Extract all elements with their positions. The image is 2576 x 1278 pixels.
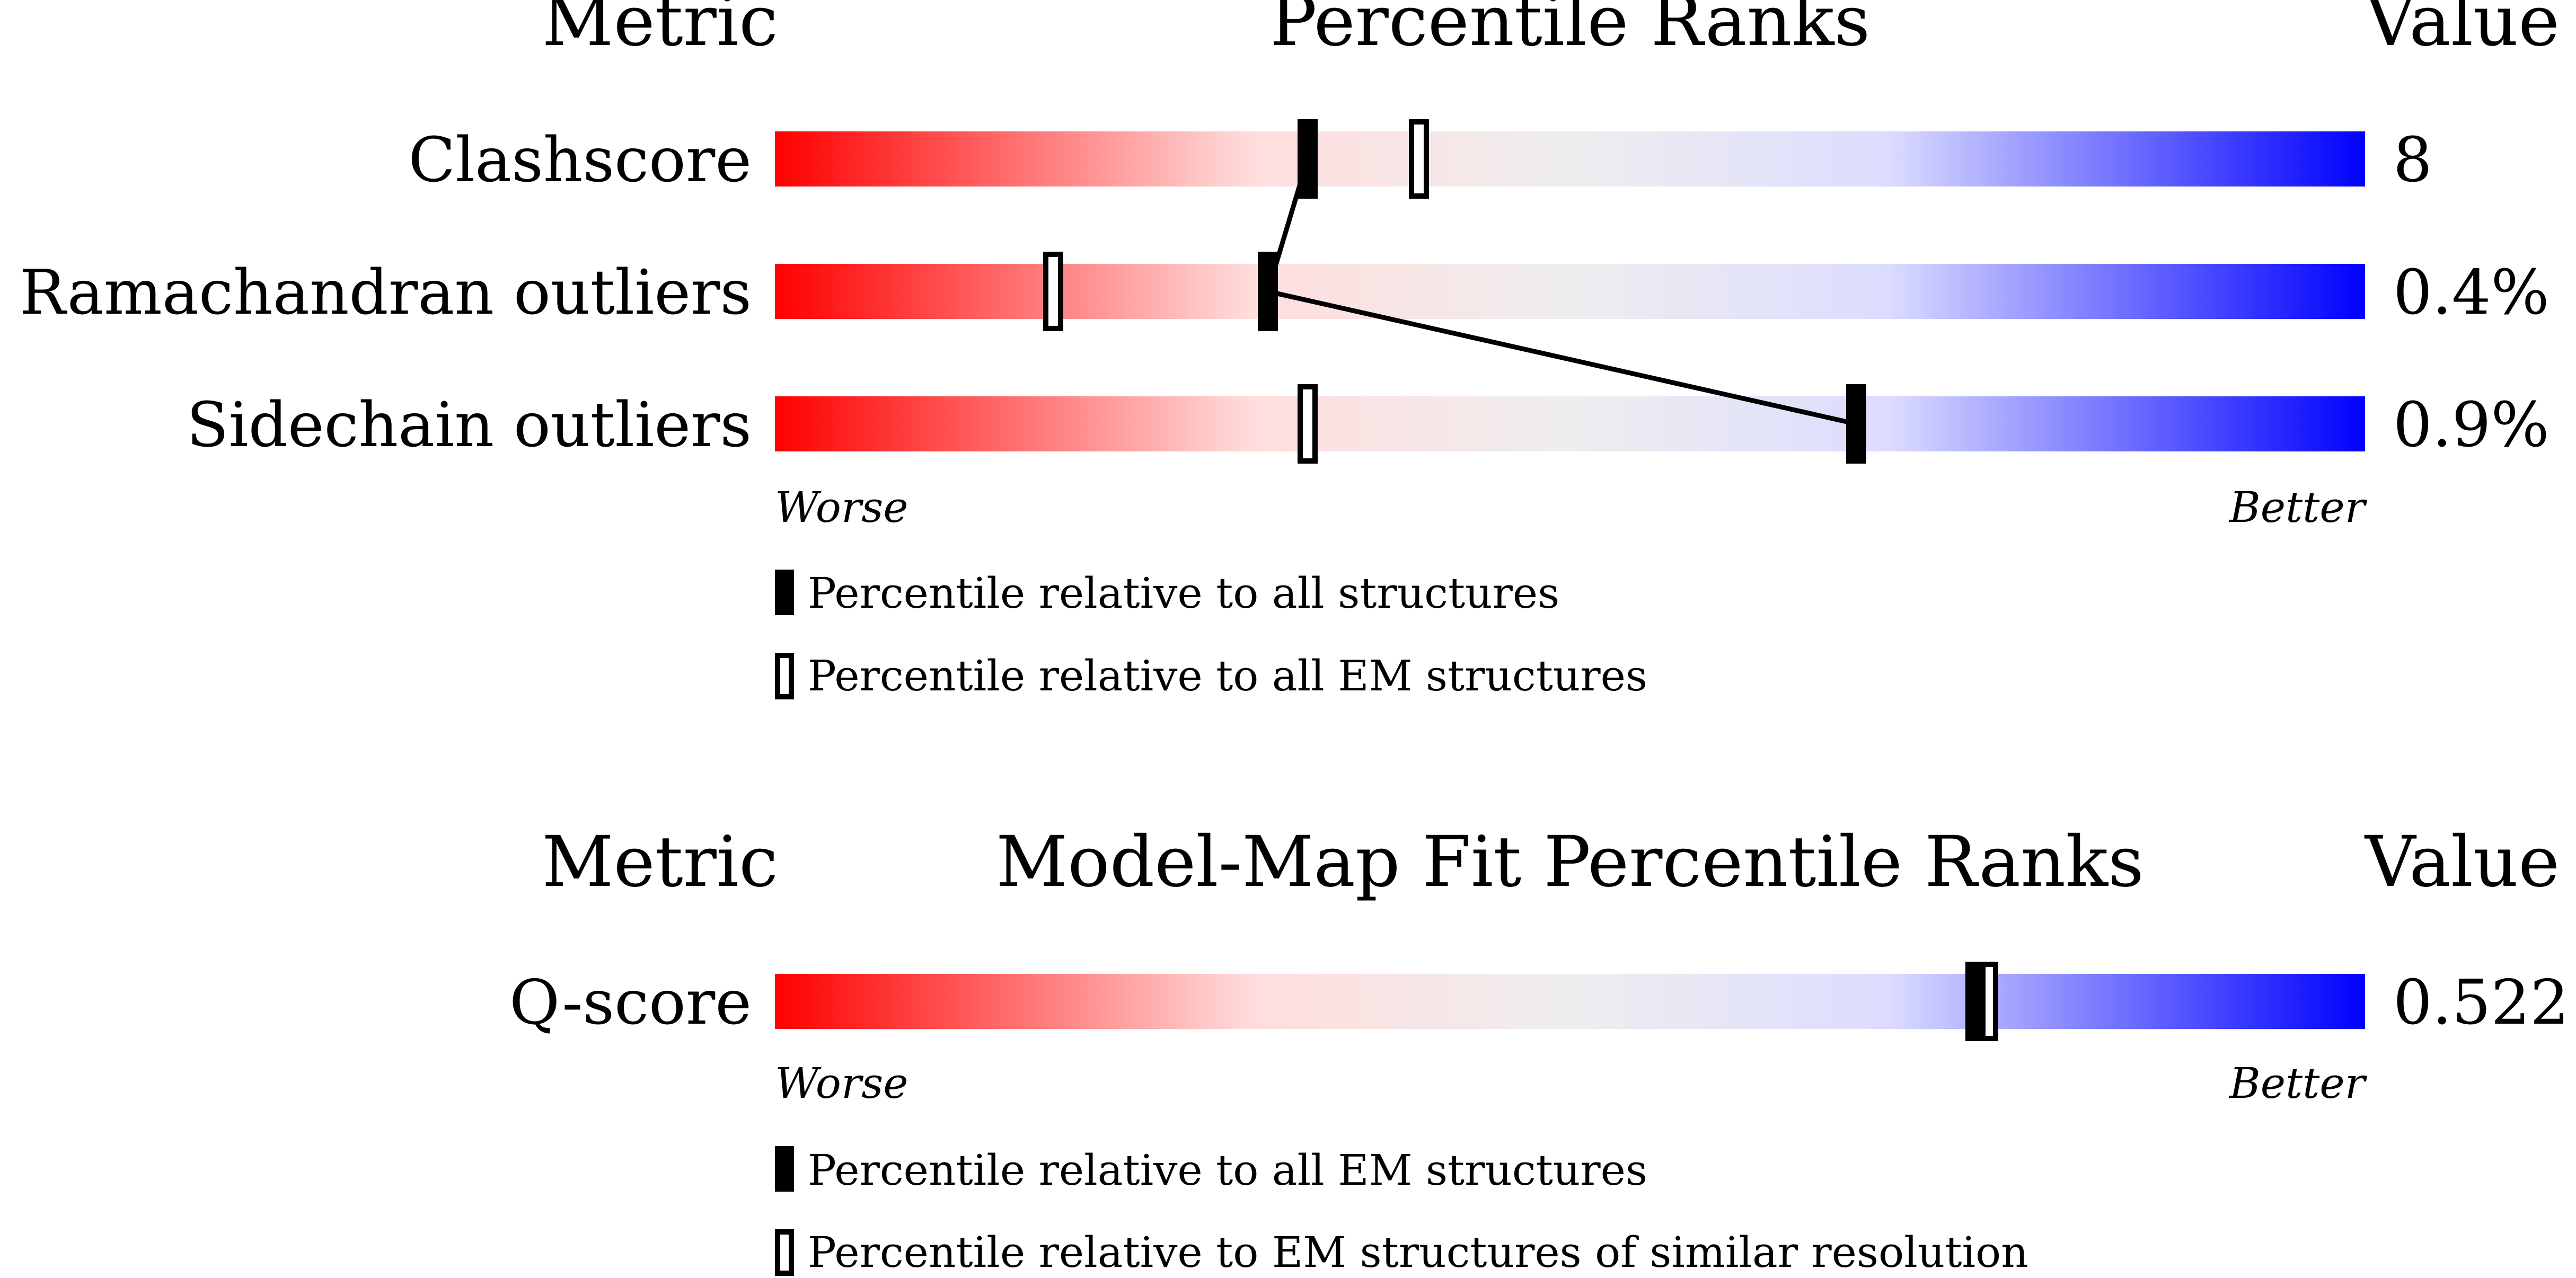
top-legend-filled-label: Percentile relative to all structures bbox=[808, 569, 1559, 618]
top-header-title: Percentile Ranks bbox=[1270, 0, 1871, 62]
metric-row: Clashscore 8 bbox=[408, 119, 2432, 199]
bottom-legend-open-label: Percentile relative to EM structures of … bbox=[808, 1228, 2028, 1277]
metric-name-label: Sidechain outliers bbox=[187, 389, 752, 461]
percentile-gradient-bar bbox=[775, 264, 2365, 319]
metric-value-label: 0.522 bbox=[2393, 967, 2569, 1039]
bottom-metric-rows: Q-score 0.522 bbox=[509, 962, 2569, 1041]
bottom-better-label: Better bbox=[2228, 1059, 2368, 1108]
top-legend-open-label: Percentile relative to all EM structures bbox=[808, 651, 1647, 700]
percentile-marker-open bbox=[1298, 384, 1318, 464]
metric-row: Sidechain outliers 0.9% bbox=[187, 384, 2549, 464]
bottom-legend-filled-label: Percentile relative to all EM structures bbox=[808, 1146, 1647, 1195]
percentile-gradient-bar bbox=[775, 131, 2365, 187]
percentile-marker-open bbox=[1409, 119, 1429, 199]
legend-open-marker-icon bbox=[775, 1229, 794, 1276]
metric-value-label: 8 bbox=[2393, 125, 2432, 196]
top-worse-label: Worse bbox=[775, 483, 908, 532]
top-header-value: Value bbox=[2364, 0, 2560, 62]
percentile-marker-filled bbox=[1965, 962, 1986, 1041]
bottom-header-metric: Metric bbox=[542, 821, 778, 903]
top-better-label: Better bbox=[2228, 483, 2368, 532]
metric-value-label: 0.9% bbox=[2393, 389, 2549, 461]
percentile-gradient-bar bbox=[775, 396, 2365, 451]
bottom-header-title: Model-Map Fit Percentile Ranks bbox=[996, 821, 2144, 903]
metric-value-label: 0.4% bbox=[2393, 257, 2549, 329]
bottom-worse-label: Worse bbox=[775, 1059, 908, 1108]
legend-filled-marker-icon bbox=[775, 570, 794, 615]
metric-name-label: Clashscore bbox=[408, 125, 752, 196]
legend-filled-marker-icon bbox=[775, 1146, 794, 1192]
percentile-marker-filled bbox=[1298, 119, 1318, 199]
percentile-marker-filled bbox=[1846, 384, 1866, 464]
top-panel: Metric Percentile Ranks Value Clashscore… bbox=[20, 0, 2560, 700]
metric-name-label: Ramachandran outliers bbox=[20, 257, 752, 329]
top-header-metric: Metric bbox=[542, 0, 778, 62]
metric-row: Q-score 0.522 bbox=[509, 962, 2569, 1041]
legend-open-marker-icon bbox=[775, 653, 794, 699]
percentile-marker-filled bbox=[1258, 252, 1278, 331]
percentile-marker-open bbox=[1043, 252, 1063, 331]
top-metric-rows: Clashscore 8 Ramachandran outliers 0.4% Side… bbox=[20, 119, 2549, 464]
bottom-header-value: Value bbox=[2364, 821, 2560, 903]
metric-name-label: Q-score bbox=[509, 967, 752, 1039]
percentile-gradient-bar bbox=[775, 974, 2365, 1029]
bottom-panel: Metric Model-Map Fit Percentile Ranks Va… bbox=[509, 821, 2569, 1277]
metric-row: Ramachandran outliers 0.4% bbox=[20, 252, 2549, 331]
